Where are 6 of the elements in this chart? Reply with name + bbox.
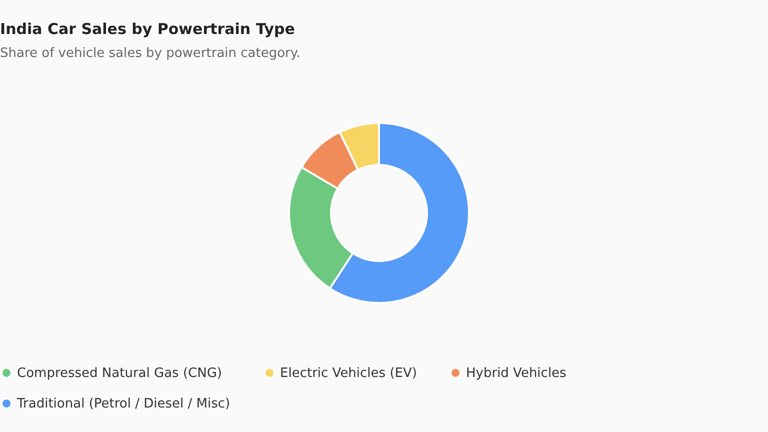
legend-label: Electric Vehicles (EV) (280, 366, 417, 381)
legend-label: Traditional (Petrol / Diesel / Misc) (16, 396, 230, 412)
legend-label: Hybrid Vehicles (466, 366, 567, 381)
legend-label: Compressed Natural Gas (CNG) (17, 366, 222, 381)
chart-subtitle: Share of vehicle sales by powertrain category. (0, 46, 300, 61)
chart-title: India Car Sales by Powertrain Type (0, 20, 295, 38)
